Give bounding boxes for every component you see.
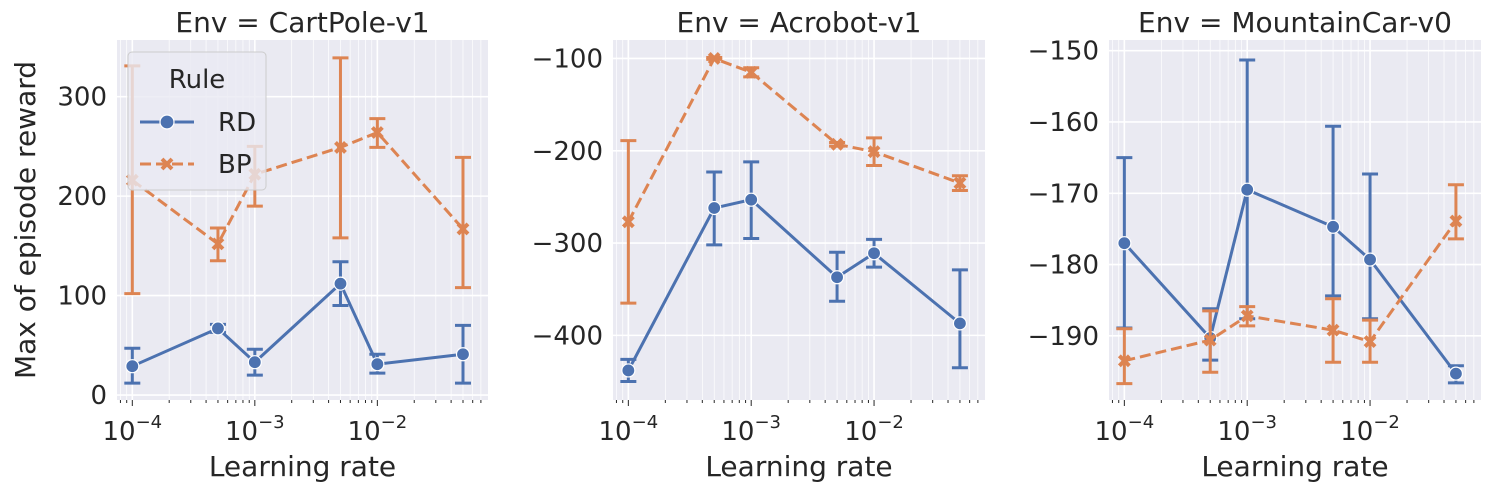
x-tick-label: 10−2	[1340, 412, 1400, 447]
series-bp	[1116, 183, 1464, 386]
data-point	[830, 137, 844, 151]
series-line	[627, 198, 961, 372]
series-line	[1123, 187, 1458, 375]
series-line	[131, 130, 465, 247]
chart-panel-3: 10−4 10−3 10−2 −190 −180 −170 −160 −150 Env = Mo…	[1028, 6, 1481, 483]
y-tick-label: −300	[532, 229, 603, 259]
data-point	[621, 215, 635, 229]
data-point	[125, 359, 140, 374]
legend-marker	[160, 157, 174, 171]
x-tick-label: 10−3	[721, 412, 781, 447]
data-point	[744, 192, 759, 207]
x-tick-label: 10−4	[1095, 412, 1155, 447]
y-tick-label: −100	[532, 44, 603, 74]
data-point	[744, 65, 758, 79]
x-tick-label: 10−4	[102, 412, 162, 447]
series-line	[627, 56, 961, 223]
y-tick-label: −180	[1028, 251, 1099, 281]
data-point	[455, 347, 471, 362]
series-bp	[124, 56, 471, 296]
data-point	[210, 321, 226, 336]
legend-marker	[159, 114, 175, 130]
data-point	[333, 276, 348, 291]
y-axis-label: Max of episode reward	[9, 61, 42, 379]
data-point	[707, 200, 722, 216]
x-tick-label: 10−3	[225, 412, 285, 447]
y-tick-label: 100	[57, 282, 107, 312]
x-axis-label: Learning rate	[705, 450, 892, 483]
data-point	[247, 355, 262, 370]
panel-title: Env = MountainCar-v0	[1138, 6, 1452, 39]
series-rd	[124, 260, 471, 385]
data-point	[1326, 323, 1340, 337]
data-point	[1325, 219, 1341, 234]
y-tick-label: 0	[90, 381, 107, 411]
data-point	[370, 357, 385, 372]
panel-title: Env = Acrobot-v1	[677, 6, 922, 39]
x-axis-label: Learning rate	[209, 450, 396, 483]
data-point	[370, 126, 384, 139]
y-tick-label: −150	[1028, 37, 1099, 67]
data-point	[1240, 182, 1255, 197]
y-tick-label: 300	[57, 83, 107, 113]
y-tick-label: −200	[532, 137, 603, 167]
data-point	[1363, 335, 1377, 348]
data-point	[952, 316, 968, 331]
legend-box	[127, 51, 267, 191]
panel-title: Env = CartPole-v1	[175, 6, 429, 39]
y-tick-label: −160	[1028, 108, 1099, 138]
x-tick-label: 10−2	[348, 412, 408, 447]
x-tick-label: 10−4	[599, 412, 659, 447]
data-point	[621, 363, 636, 378]
plot-area	[613, 40, 985, 400]
data-point	[1117, 354, 1131, 368]
data-point	[1117, 236, 1132, 251]
data-point	[1448, 366, 1464, 381]
series-bp	[620, 52, 968, 305]
data-point	[867, 145, 881, 159]
data-point	[1203, 333, 1217, 347]
y-tick-label: −400	[532, 321, 603, 351]
x-axis-label: Learning rate	[1201, 450, 1388, 483]
plot-area	[1109, 40, 1481, 400]
data-point	[829, 270, 845, 285]
x-tick-label: 10−2	[844, 412, 904, 447]
legend-entry: BP	[218, 150, 252, 180]
chart-panel-2: 10−4 10−3 10−2 −400 −300 −200 −100 Env = Acrobo…	[532, 6, 985, 483]
y-tick-label: 200	[57, 182, 107, 212]
data-point	[1449, 214, 1463, 228]
series-line	[1123, 220, 1458, 363]
legend: Rule RD BP	[127, 51, 267, 191]
chart-panel-1: 10−4 10−3 10−2 0 100 200 300 Env = CartPole-v1 L…	[9, 6, 488, 483]
y-tick-label: −170	[1028, 179, 1099, 209]
data-point	[866, 246, 882, 261]
legend-entry: RD	[218, 108, 256, 138]
legend-title: Rule	[169, 65, 226, 95]
data-point	[334, 140, 347, 154]
data-point	[707, 52, 721, 65]
data-point	[456, 222, 470, 236]
data-point	[1362, 252, 1378, 267]
y-tick-label: −190	[1028, 322, 1099, 352]
data-point	[1240, 309, 1254, 323]
data-point	[211, 237, 225, 251]
series-line	[131, 281, 464, 368]
x-tick-label: 10−3	[1217, 412, 1277, 447]
series-rd	[620, 160, 968, 384]
data-point	[953, 176, 967, 190]
